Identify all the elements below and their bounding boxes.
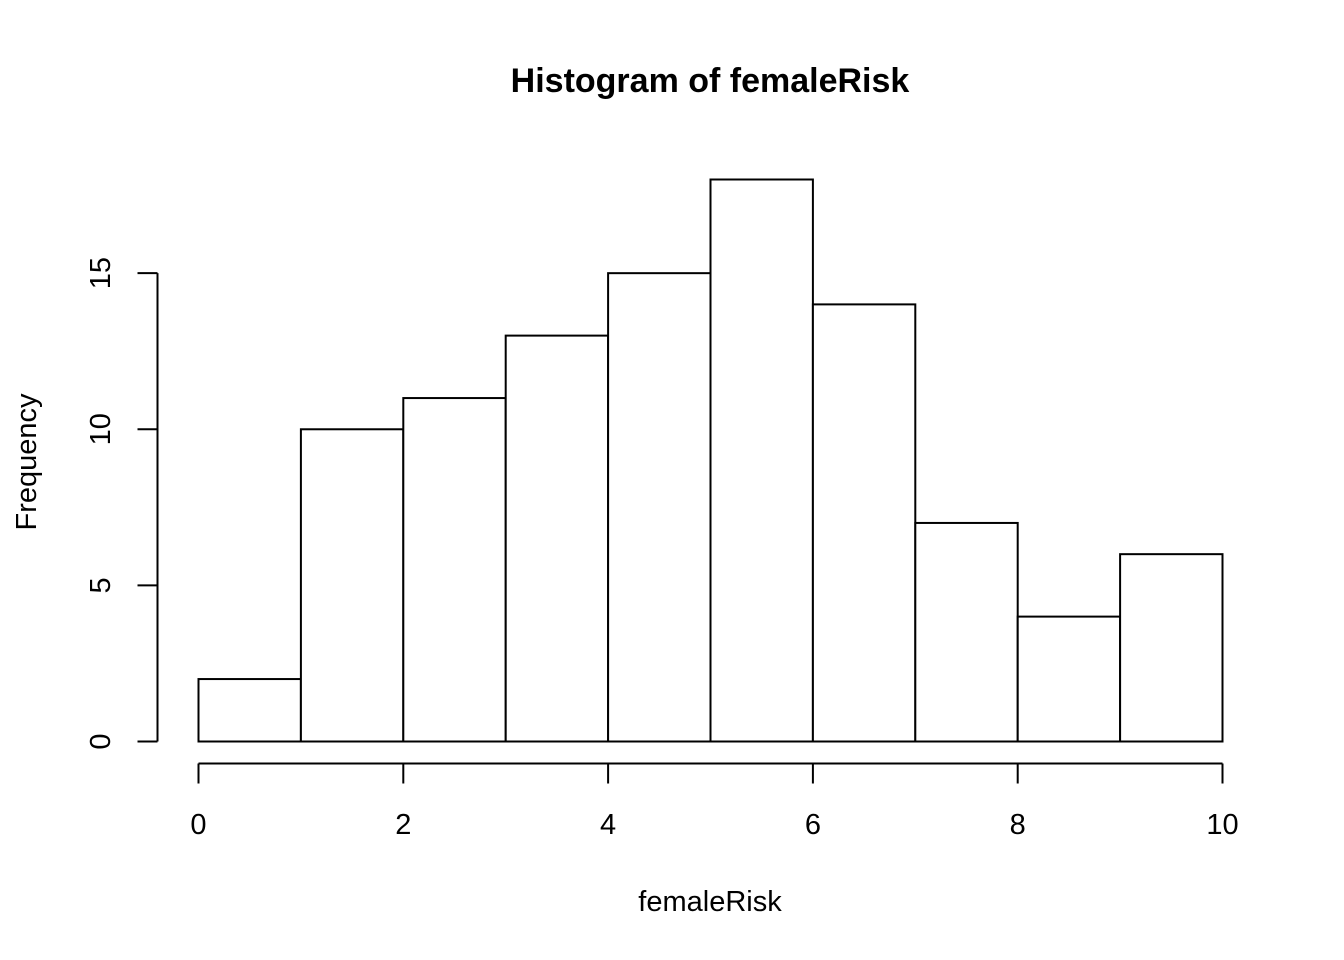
y-tick-label: 5 bbox=[85, 577, 117, 593]
y-axis-label: Frequency bbox=[11, 393, 43, 531]
x-axis-label: femaleRisk bbox=[638, 886, 782, 918]
y-tick-label: 0 bbox=[85, 733, 117, 749]
histogram-bar bbox=[914, 521, 1019, 743]
x-axis: 0 2 4 6 8 10 bbox=[190, 762, 1239, 841]
histogram-bar bbox=[197, 678, 302, 743]
x-tick-label: 4 bbox=[600, 809, 616, 841]
x-tick-label: 6 bbox=[805, 809, 821, 841]
histogram-bar bbox=[504, 334, 610, 743]
histogram-bar bbox=[607, 272, 712, 743]
histogram-bar bbox=[1016, 615, 1122, 743]
y-axis: 0 5 10 15 bbox=[85, 257, 159, 750]
x-tick-label: 2 bbox=[395, 809, 411, 841]
bars-group bbox=[197, 178, 1224, 743]
x-tick-label: 10 bbox=[1206, 809, 1238, 841]
histogram-bar bbox=[299, 428, 405, 743]
histogram-bar bbox=[811, 303, 917, 743]
chart-title: Histogram of femaleRisk bbox=[511, 62, 910, 100]
y-tick-label: 15 bbox=[85, 257, 117, 289]
histogram-bar bbox=[709, 178, 814, 743]
x-tick-label: 8 bbox=[1010, 809, 1026, 841]
histogram-bar bbox=[1119, 553, 1224, 743]
x-tick-label: 0 bbox=[190, 809, 206, 841]
histogram-bar bbox=[402, 397, 507, 743]
y-tick-label: 10 bbox=[85, 413, 117, 445]
